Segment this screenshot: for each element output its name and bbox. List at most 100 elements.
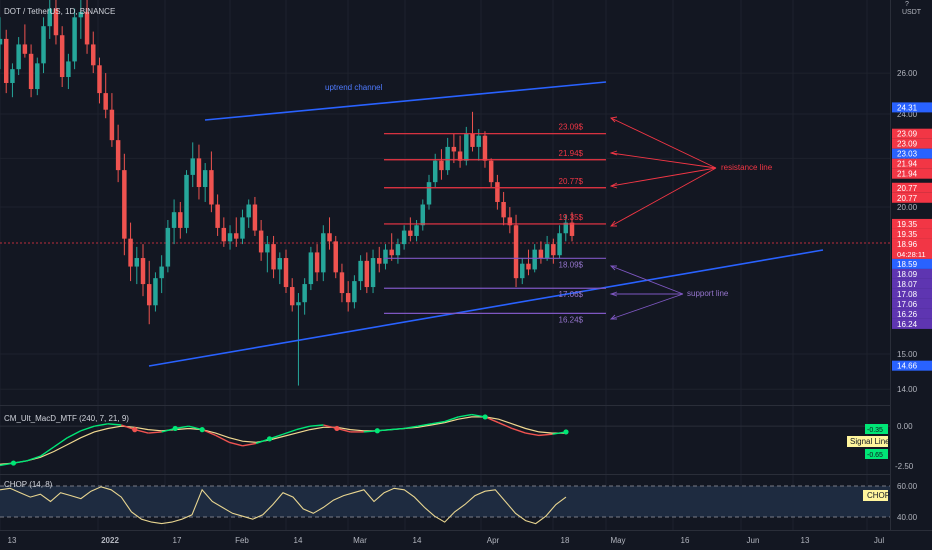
- price-tag: 24.31: [892, 102, 932, 113]
- price-tag: 17.08: [892, 288, 932, 299]
- price-tag-label: 24.31: [897, 103, 918, 112]
- question-icon[interactable]: ?: [905, 1, 909, 8]
- chop-title[interactable]: CHOP (14, 8): [4, 480, 53, 489]
- candle: [221, 217, 227, 247]
- candle-body: [196, 158, 202, 188]
- price-tag-label: 17.08: [897, 290, 918, 299]
- candle: [495, 174, 500, 210]
- candle-body: [258, 230, 264, 253]
- candle-body: [296, 302, 301, 306]
- macd-cross-dot: [334, 425, 340, 432]
- price-tag: 17.06: [892, 298, 932, 309]
- candle: [171, 199, 177, 245]
- candle-body: [97, 65, 102, 94]
- time-axis-tick: Feb: [235, 536, 249, 545]
- candle: [569, 212, 575, 242]
- price-tag-bg: [892, 168, 932, 179]
- resistance-callout-arrows[interactable]: [609, 116, 717, 227]
- candle: [134, 246, 140, 285]
- price-tag-label: 18.07: [897, 280, 918, 289]
- macd-line-segment: [296, 425, 311, 431]
- candle-body: [389, 249, 394, 256]
- price-tag-label: 21.94: [897, 160, 918, 169]
- price-tag-bg: [892, 360, 932, 371]
- signal-line-tag-text: Signal Line: [850, 437, 890, 446]
- time-axis-tick: 14: [294, 536, 303, 545]
- candle-body: [16, 44, 21, 70]
- uptrend-channel-upper-line[interactable]: [204, 81, 607, 121]
- resistance-line-label[interactable]: resistance line: [721, 163, 773, 172]
- candle: [457, 135, 463, 168]
- candle: [10, 63, 15, 98]
- candle-body: [345, 293, 351, 303]
- candle: [520, 258, 525, 285]
- candle-body: [370, 258, 376, 288]
- candle-body: [470, 133, 475, 147]
- macd-line-segment: [444, 416, 459, 423]
- horizontal-levels[interactable]: 23.09$ 21.94$ 20.77$ 19.35$ 18.09$ 17.06$ 16.2…: [384, 123, 606, 325]
- candle-body: [227, 233, 233, 242]
- price-tag-label: 20.77: [897, 184, 918, 193]
- candle: [59, 26, 65, 88]
- candle: [296, 293, 301, 386]
- time-axis[interactable]: 13 2022 17 Feb 14 Mar 14 Apr 18 May 16 Jun 13 Jul: [8, 536, 885, 545]
- support-level-label: 16.24$: [559, 315, 584, 324]
- candle-body: [321, 233, 326, 273]
- candle-body: [128, 238, 133, 267]
- candle-body: [240, 217, 245, 239]
- macd-line-segment: [94, 423, 108, 427]
- price-tag: 21.94: [892, 168, 932, 179]
- price-tag-label: 23.09: [897, 140, 918, 149]
- candle: [339, 263, 345, 303]
- uptrend-channel-label[interactable]: uptrend channel: [325, 83, 383, 92]
- price-tag: 19.35: [892, 218, 932, 229]
- candle: [28, 44, 34, 98]
- candle-body: [364, 260, 370, 288]
- price-tag-label: 20.77: [897, 194, 918, 203]
- macd-title[interactable]: CM_Ult_MacD_MTF (240, 7, 21, 9): [4, 414, 129, 423]
- price-tag: 20.77: [892, 182, 932, 193]
- price-tag-label: 14.66: [897, 362, 918, 371]
- price-tag: 14.66: [892, 360, 932, 371]
- candle-body: [439, 160, 444, 171]
- currency-label: USDT: [902, 9, 922, 16]
- chop-band: [0, 486, 890, 517]
- grid-lines: [0, 0, 890, 530]
- price-tag-bg: [892, 288, 932, 299]
- candle-body: [333, 241, 338, 273]
- candle: [283, 249, 289, 294]
- macd-line-segment: [228, 441, 243, 447]
- candle: [445, 137, 450, 175]
- uptrend-channel-lower-line[interactable]: [148, 249, 824, 367]
- candle: [184, 170, 189, 234]
- candle-body: [476, 135, 481, 147]
- price-tag-label: 18.09: [897, 270, 918, 279]
- chop-value-tag-text: CHOP: [867, 491, 890, 500]
- candle-body: [41, 26, 46, 64]
- signal-line-series: [0, 416, 566, 465]
- support-callout-arrows[interactable]: [609, 265, 684, 320]
- support-line-label[interactable]: support line: [687, 289, 729, 298]
- candle-body: [383, 249, 388, 264]
- price-tag-label: 23.09: [897, 130, 918, 139]
- price-tag-bg: [892, 128, 932, 139]
- candle-body: [78, 12, 84, 18]
- price-tag-label: 21.94: [897, 170, 918, 179]
- price-tag-label: 17.06: [897, 300, 918, 309]
- time-axis-tick: 13: [8, 536, 17, 545]
- candle-body: [153, 278, 158, 306]
- price-tag: 16.24: [892, 318, 932, 329]
- macd-cross-dot: [563, 429, 569, 435]
- candle-body: [408, 230, 413, 236]
- macd-line-segment: [40, 446, 55, 457]
- symbol-title[interactable]: DOT / TetherUS, 1D, BINANCE: [4, 7, 115, 16]
- candle: [544, 235, 550, 261]
- candle-body: [414, 225, 419, 236]
- candle: [234, 217, 239, 247]
- candle: [501, 191, 506, 226]
- candle: [345, 281, 351, 312]
- price-tag: 16.26: [892, 308, 932, 319]
- candle: [41, 17, 46, 74]
